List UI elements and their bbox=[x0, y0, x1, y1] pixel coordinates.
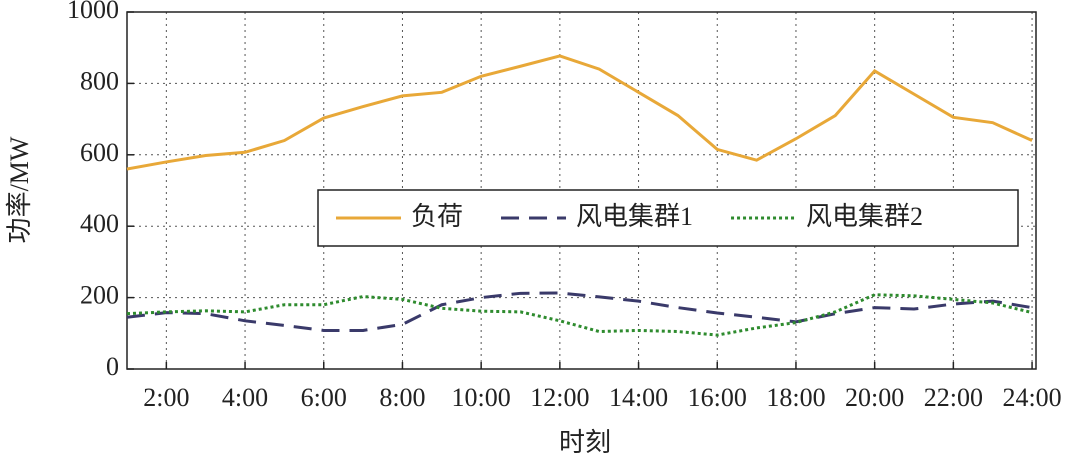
y-tick-label: 800 bbox=[80, 66, 119, 95]
y-tick-label: 600 bbox=[80, 138, 119, 167]
x-tick-label: 8:00 bbox=[379, 383, 425, 412]
legend-box bbox=[317, 189, 1019, 247]
legend-label: 风电集群2 bbox=[806, 202, 923, 231]
legend: 负荷 风电集群1 风电集群2 bbox=[317, 189, 1019, 247]
y-tick-label: 1000 bbox=[67, 0, 119, 24]
series-line bbox=[126, 293, 1033, 337]
series-line bbox=[126, 291, 1033, 332]
legend-label: 负荷 bbox=[411, 202, 463, 231]
x-tick-label: 24:00 bbox=[1002, 383, 1061, 412]
legend-label: 风电集群1 bbox=[576, 202, 693, 231]
y-axis-label: 功率/MW bbox=[5, 136, 34, 243]
y-tick-label: 200 bbox=[80, 281, 119, 310]
series-line bbox=[126, 54, 1033, 171]
x-tick-label: 4:00 bbox=[222, 383, 268, 412]
x-tick-label: 12:00 bbox=[530, 383, 589, 412]
x-tick-label: 2:00 bbox=[143, 383, 189, 412]
x-axis-label: 时刻 bbox=[559, 428, 611, 457]
x-tick-label: 20:00 bbox=[845, 383, 904, 412]
y-tick-label: 400 bbox=[80, 209, 119, 238]
x-tick-label: 6:00 bbox=[301, 383, 347, 412]
x-tick-label: 14:00 bbox=[609, 383, 668, 412]
x-tick-label: 10:00 bbox=[452, 383, 511, 412]
x-tick-label: 22:00 bbox=[924, 383, 983, 412]
x-tick-label: 18:00 bbox=[766, 383, 825, 412]
y-tick-label: 0 bbox=[106, 352, 119, 381]
x-tick-label: 16:00 bbox=[688, 383, 747, 412]
plot-frame bbox=[126, 11, 1037, 370]
